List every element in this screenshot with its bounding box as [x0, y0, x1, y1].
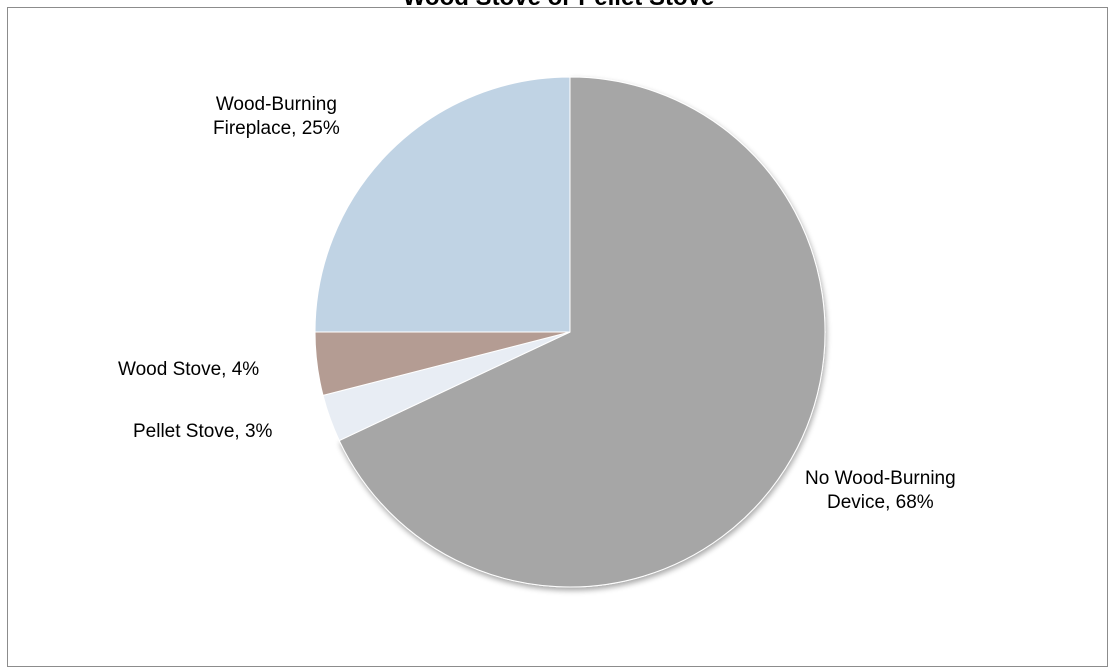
data-label-pellet-stove: Pellet Stove, 3%	[133, 420, 272, 444]
data-label-line: Device, 68%	[827, 492, 934, 513]
data-label-line: Wood Stove, 4%	[118, 359, 260, 380]
data-label-line: No Wood-Burning	[805, 468, 956, 489]
pie-chart	[314, 76, 826, 588]
data-label-wood-stove: Wood Stove, 4%	[118, 358, 259, 382]
data-label-no-wood-burning-device: No Wood-Burning Device, 68%	[805, 467, 956, 515]
pie-slice-wood-burning-fireplace	[314, 76, 571, 333]
chart-title: Wood Stove or Pellet Stove	[0, 0, 1117, 10]
data-label-line: Fireplace, 25%	[213, 118, 340, 139]
pie-slices	[314, 76, 826, 588]
data-label-wood-burning-fireplace: Wood-Burning Fireplace, 25%	[213, 93, 340, 141]
pie-slice-no-wood-burning-device	[338, 76, 826, 588]
data-label-line: Wood-Burning	[215, 94, 337, 115]
data-label-line: Pellet Stove, 3%	[133, 421, 273, 442]
